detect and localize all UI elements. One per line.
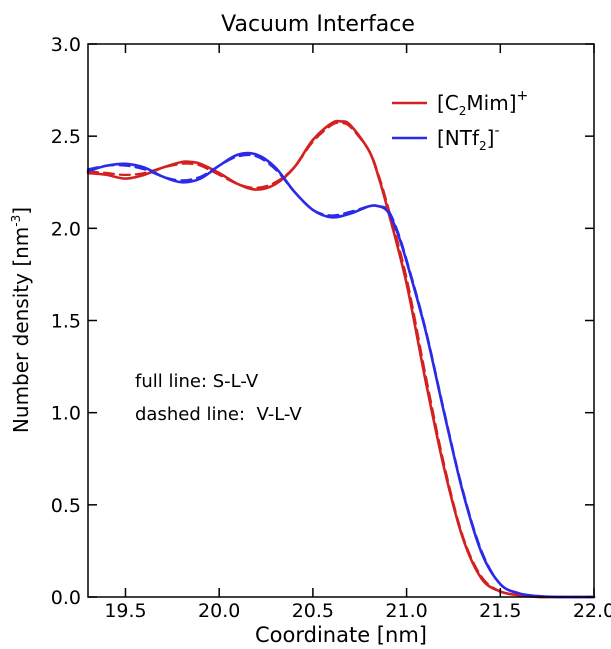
y-tick-label: 1.5 (51, 311, 81, 333)
y-tick-label: 3.0 (51, 34, 81, 56)
plot-frame (87, 43, 595, 598)
y-tick-label: 2.5 (51, 126, 81, 148)
chart-title: Vacuum Interface (221, 12, 415, 37)
legend-label-cation: [C2Mim]+ (437, 88, 528, 118)
y-tick-label: 2.0 (51, 218, 81, 240)
tick-layer: 19.5 20.0 20.5 21.0 21.5 22.0 0.0 0.5 1.0 1.5 2.0 2… (51, 34, 611, 622)
x-tick-label: 21.0 (385, 600, 427, 622)
y-tick-label: 0.0 (51, 587, 81, 609)
legend-label-anion: [NTf2]- (437, 123, 500, 153)
legend: [C2Mim]+ [NTf2]- (392, 88, 528, 153)
annotation-dashed-line: dashed line: V-L-V (135, 404, 302, 425)
y-tick-label: 0.5 (51, 495, 81, 517)
y-axis-label: Number density [nm-3] (9, 207, 33, 433)
series-line-0-solid (86, 119, 596, 599)
x-tick-label: 22.0 (573, 600, 611, 622)
x-tick-label: 20.0 (198, 600, 240, 622)
series-line-1-dashed (86, 121, 596, 599)
annotation-full-line: full line: S-L-V (135, 371, 259, 392)
series-line-3-dashed (86, 153, 596, 599)
plot-area: 19.5 20.0 20.5 21.0 21.5 22.0 0.0 0.5 1.0 1.5 2.0 2… (51, 34, 611, 622)
series-layer (86, 119, 596, 599)
x-tick-label: 19.5 (104, 600, 146, 622)
x-tick-label: 21.5 (479, 600, 521, 622)
x-axis-label: Coordinate [nm] (255, 623, 427, 647)
y-tick-label: 1.0 (51, 403, 81, 425)
x-tick-label: 20.5 (292, 600, 334, 622)
